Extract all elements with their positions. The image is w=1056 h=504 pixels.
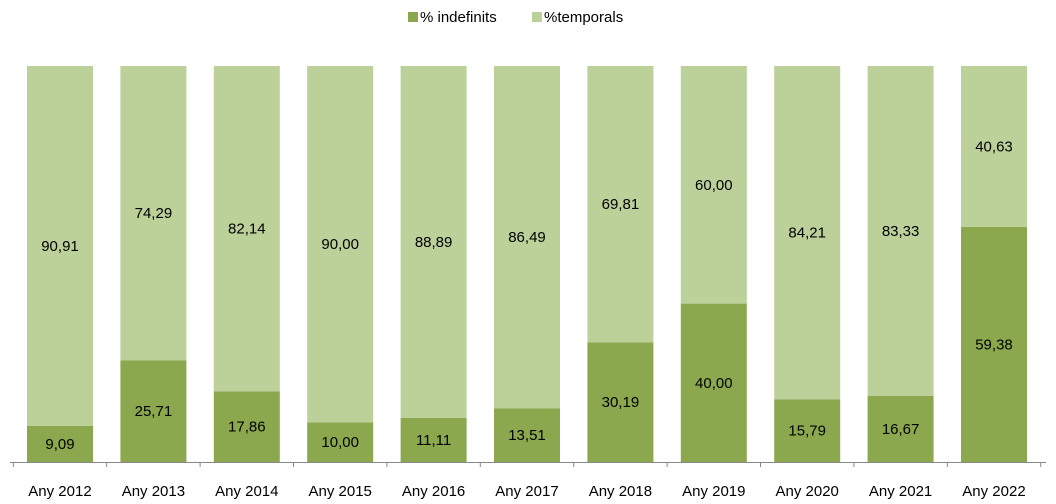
bar-segment xyxy=(27,66,93,427)
bar-segment xyxy=(307,422,374,462)
data-label: 82,14 xyxy=(228,221,266,238)
bar-segment xyxy=(774,399,841,462)
data-label: 59,38 xyxy=(975,336,1013,353)
legend-swatch xyxy=(532,12,542,22)
data-label: 40,00 xyxy=(695,375,733,392)
x-tick-label: Any 2017 xyxy=(495,483,558,500)
bar-segment xyxy=(400,418,467,462)
bar-segment xyxy=(494,66,560,409)
bar-segment xyxy=(961,226,1027,462)
data-label: 90,91 xyxy=(41,238,79,255)
bar-segment xyxy=(400,66,467,419)
bar-segment xyxy=(961,65,1027,227)
bar-segment xyxy=(27,426,93,462)
x-tick-label: Any 2022 xyxy=(962,483,1025,500)
data-label: 30,19 xyxy=(602,394,640,411)
data-label: 60,00 xyxy=(695,177,733,194)
x-tick-label: Any 2016 xyxy=(402,483,465,500)
data-label: 88,89 xyxy=(415,234,453,251)
data-label: 90,00 xyxy=(321,236,359,253)
data-label: 10,00 xyxy=(321,434,359,451)
bar-segment xyxy=(774,66,841,400)
data-label: 9,09 xyxy=(45,436,74,453)
x-tick-label: Any 2020 xyxy=(776,483,839,500)
bar-segment xyxy=(867,66,934,396)
bar-segment xyxy=(120,66,187,361)
data-label: 69,81 xyxy=(602,196,640,213)
legend-swatch xyxy=(408,12,418,22)
bar-segment xyxy=(120,360,187,462)
x-tick-label: Any 2021 xyxy=(869,483,932,500)
x-tick-label: Any 2018 xyxy=(589,483,652,500)
bar-segment xyxy=(587,342,654,462)
legend-label: % indefinits xyxy=(420,9,497,26)
bar-segment xyxy=(213,391,280,462)
data-label: 16,67 xyxy=(882,421,920,438)
bar-segment xyxy=(213,66,280,392)
data-label: 83,33 xyxy=(882,223,920,240)
data-label: 40,63 xyxy=(975,138,1013,155)
data-label: 25,71 xyxy=(135,403,173,420)
bar-segment xyxy=(307,66,374,423)
legend-label: %temporals xyxy=(544,9,623,26)
x-tick-label: Any 2014 xyxy=(215,483,278,500)
x-tick-label: Any 2013 xyxy=(122,483,185,500)
data-label: 74,29 xyxy=(135,205,173,222)
bar-segment xyxy=(680,303,747,462)
data-label: 11,11 xyxy=(416,432,451,449)
x-tick-label: Any 2012 xyxy=(28,483,91,500)
bar-segment xyxy=(867,395,934,462)
bar-segment xyxy=(587,66,654,343)
data-label: 86,49 xyxy=(508,229,546,246)
x-tick-label: Any 2015 xyxy=(309,483,372,500)
data-label: 13,51 xyxy=(508,427,546,444)
data-label: 84,21 xyxy=(788,225,826,242)
x-tick-label: Any 2019 xyxy=(682,483,745,500)
data-label: 15,79 xyxy=(788,423,826,440)
data-label: 17,86 xyxy=(228,419,266,436)
bar-segment xyxy=(680,66,747,304)
bar-segment xyxy=(494,408,560,462)
